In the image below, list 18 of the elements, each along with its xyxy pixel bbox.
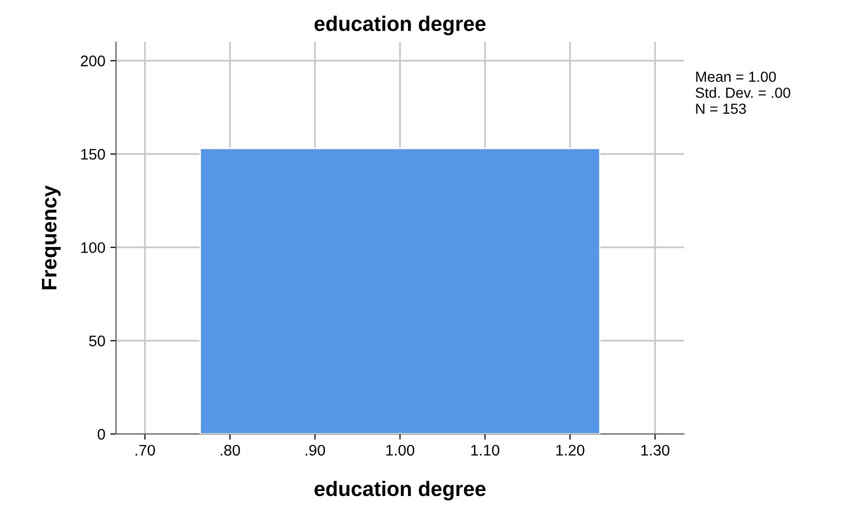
text: Mean = 1.00: [696, 72, 776, 82]
x-axis-title: education degree: [314, 480, 486, 500]
text: N = 153: [696, 104, 746, 114]
x-tick-label: .80: [220, 444, 240, 456]
y-tick-label: 100: [81, 242, 105, 254]
y-tick-label: 50: [89, 336, 105, 346]
x-tick-label: 1.10: [471, 444, 500, 456]
y-axis-title: Frequency: [42, 185, 61, 290]
y-tick-label: 150: [81, 148, 105, 160]
y-tick-label: 200: [80, 56, 105, 66]
x-tick-label: 1.30: [641, 444, 670, 456]
y-tick-label: 0: [98, 428, 105, 440]
x-tick-label: .70: [136, 444, 155, 456]
chart-title: education degree: [314, 16, 486, 36]
x-tick-label: 1.00: [386, 444, 414, 456]
x-tick-label: .90: [306, 444, 325, 456]
text: Std. Dev. = .00: [696, 87, 790, 98]
x-tick-label: 1.20: [556, 444, 584, 456]
